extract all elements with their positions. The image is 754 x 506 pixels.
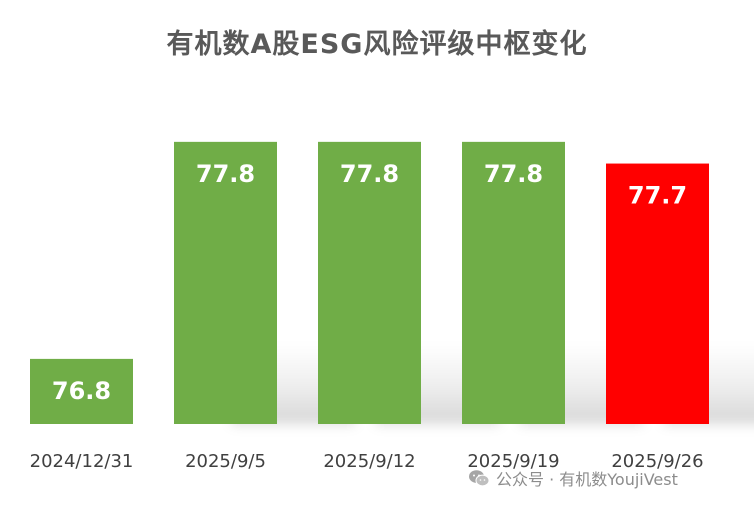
data-label: 77.8 [340,160,399,188]
bar [318,141,421,424]
watermark: 公众号 · 有机数YoujiVest [468,466,678,490]
bar [174,141,277,424]
x-tick-label: 2025/9/26 [611,451,703,472]
bars [30,141,709,425]
x-tick-label: 2025/9/12 [323,451,415,472]
data-label: 77.8 [484,160,543,188]
data-label: 77.7 [628,182,687,210]
data-label: 76.8 [52,377,111,405]
bar [606,163,709,425]
x-tick-label: 2024/12/31 [30,451,134,472]
chart-title: 有机数A股ESG风险评级中枢变化 [166,29,588,60]
wechat-icon [469,470,490,487]
x-tick-label: 2025/9/19 [467,451,559,472]
x-tick-label: 2025/9/5 [185,451,266,472]
bar [30,358,133,424]
data-labels: 76.8 77.8 77.8 77.8 77.7 [52,160,687,405]
watermark-text: 公众号 · 有机数YoujiVest [496,470,678,489]
bar [462,141,565,424]
x-axis-tick-labels: 2024/12/31 2025/9/5 2025/9/12 2025/9/19 2025… [30,451,704,472]
data-label: 77.8 [196,160,255,188]
